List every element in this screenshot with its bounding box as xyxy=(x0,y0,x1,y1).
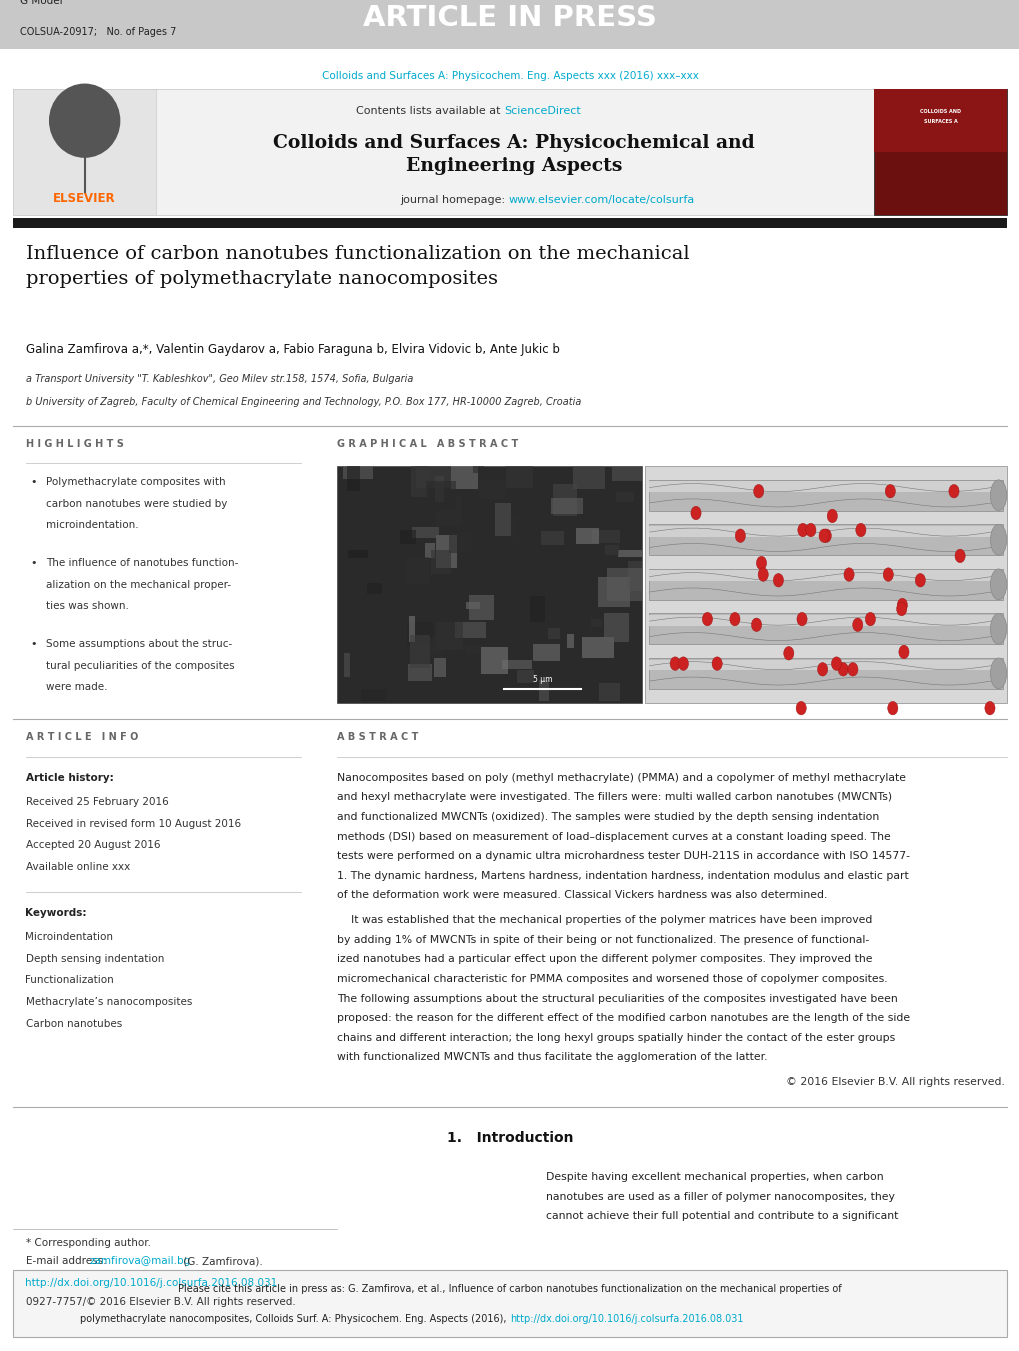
Text: of the deformation work were measured. Classical Vickers hardness was also deter: of the deformation work were measured. C… xyxy=(336,890,826,900)
Text: nanotubes are used as a filler of polymer nanocomposites, they: nanotubes are used as a filler of polyme… xyxy=(545,1192,894,1201)
Text: © 2016 Elsevier B.V. All rights reserved.: © 2016 Elsevier B.V. All rights reserved… xyxy=(785,1078,1004,1088)
Text: alization on the mechanical proper-: alization on the mechanical proper- xyxy=(46,580,230,589)
Text: micromechanical characteristic for PMMA composites and worsened those of copolym: micromechanical characteristic for PMMA … xyxy=(336,974,887,984)
Text: 5 μm: 5 μm xyxy=(532,674,551,684)
Text: The following assumptions about the structural peculiarities of the composites i: The following assumptions about the stru… xyxy=(336,994,897,1004)
Text: Please cite this article in press as: G. Zamfirova, et al., Influence of carbon : Please cite this article in press as: G.… xyxy=(178,1283,841,1294)
Text: were made.: were made. xyxy=(46,682,107,692)
Text: tural peculiarities of the composites: tural peculiarities of the composites xyxy=(46,661,234,670)
Text: The influence of nanotubes function-: The influence of nanotubes function- xyxy=(46,558,238,567)
Text: 1. The dynamic hardness, Martens hardness, indentation hardness, indentation mod: 1. The dynamic hardness, Martens hardnes… xyxy=(336,871,908,881)
Text: Depth sensing indentation: Depth sensing indentation xyxy=(25,954,164,963)
Text: Nanocomposites based on poly (methyl methacrylate) (PMMA) and a copolymer of met: Nanocomposites based on poly (methyl met… xyxy=(336,773,905,782)
Text: Functionalization: Functionalization xyxy=(25,975,114,985)
Text: www.elsevier.com/locate/colsurfa: www.elsevier.com/locate/colsurfa xyxy=(508,196,695,205)
Text: carbon nanotubes were studied by: carbon nanotubes were studied by xyxy=(46,499,227,508)
Text: G R A P H I C A L   A B S T R A C T: G R A P H I C A L A B S T R A C T xyxy=(336,439,518,449)
Text: * Corresponding author.: * Corresponding author. xyxy=(25,1238,151,1247)
Text: Despite having excellent mechanical properties, when carbon: Despite having excellent mechanical prop… xyxy=(545,1173,882,1182)
Text: Colloids and Surfaces A: Physicochem. Eng. Aspects xxx (2016) xxx–xxx: Colloids and Surfaces A: Physicochem. En… xyxy=(321,70,698,81)
Text: zamfirova@mail.bg: zamfirova@mail.bg xyxy=(90,1256,191,1266)
Text: polymethacrylate nanocomposites, Colloids Surf. A: Physicochem. Eng. Aspects (20: polymethacrylate nanocomposites, Colloid… xyxy=(81,1313,510,1324)
Text: and functionalized MWCNTs (oxidized). The samples were studied by the depth sens: and functionalized MWCNTs (oxidized). Th… xyxy=(336,812,878,821)
Text: Methacrylate’s nanocomposites: Methacrylate’s nanocomposites xyxy=(25,997,192,1006)
Text: with functionalized MWCNTs and thus facilitate the agglomeration of the latter.: with functionalized MWCNTs and thus faci… xyxy=(336,1052,766,1062)
Text: and hexyl methacrylate were investigated. The fillers were: multi walled carbon : and hexyl methacrylate were investigated… xyxy=(336,792,891,802)
Text: E-mail address:: E-mail address: xyxy=(25,1256,109,1266)
Text: Article history:: Article history: xyxy=(25,773,113,782)
Text: Colloids and Surfaces A: Physicochemical and
Engineering Aspects: Colloids and Surfaces A: Physicochemical… xyxy=(273,134,754,174)
Text: (G. Zamfirova).: (G. Zamfirova). xyxy=(179,1256,262,1266)
Text: ized nanotubes had a particular effect upon the different polymer composites. Th: ized nanotubes had a particular effect u… xyxy=(336,955,871,965)
Text: Carbon nanotubes: Carbon nanotubes xyxy=(25,1019,121,1028)
Text: by adding 1% of MWCNTs in spite of their being or not functionalized. The presen: by adding 1% of MWCNTs in spite of their… xyxy=(336,935,868,944)
Text: Influence of carbon nanotubes functionalization on the mechanical
properties of : Influence of carbon nanotubes functional… xyxy=(25,245,689,288)
Text: COLLOIDS AND: COLLOIDS AND xyxy=(919,109,960,115)
Text: ARTICLE IN PRESS: ARTICLE IN PRESS xyxy=(363,4,656,31)
Text: cannot achieve their full potential and contribute to a significant: cannot achieve their full potential and … xyxy=(545,1212,897,1221)
Text: http://dx.doi.org/10.1016/j.colsurfa.2016.08.031: http://dx.doi.org/10.1016/j.colsurfa.201… xyxy=(25,1278,277,1288)
Text: ties was shown.: ties was shown. xyxy=(46,601,128,611)
Text: microindentation.: microindentation. xyxy=(46,520,139,530)
Text: http://dx.doi.org/10.1016/j.colsurfa.2016.08.031: http://dx.doi.org/10.1016/j.colsurfa.201… xyxy=(510,1313,743,1324)
Text: Received 25 February 2016: Received 25 February 2016 xyxy=(25,797,168,807)
Text: methods (DSI) based on measurement of load–displacement curves at a constant loa: methods (DSI) based on measurement of lo… xyxy=(336,832,890,842)
Text: journal homepage:: journal homepage: xyxy=(400,196,508,205)
Text: H I G H L I G H T S: H I G H L I G H T S xyxy=(25,439,123,449)
Text: SURFACES A: SURFACES A xyxy=(922,119,957,124)
Text: •: • xyxy=(31,639,37,648)
Text: •: • xyxy=(31,558,37,567)
Text: Some assumptions about the struc-: Some assumptions about the struc- xyxy=(46,639,232,648)
Text: •: • xyxy=(31,477,37,486)
Text: 0927-7757/© 2016 Elsevier B.V. All rights reserved.: 0927-7757/© 2016 Elsevier B.V. All right… xyxy=(25,1297,294,1306)
Text: A B S T R A C T: A B S T R A C T xyxy=(336,732,418,742)
Text: proposed: the reason for the different effect of the modified carbon nanotubes a: proposed: the reason for the different e… xyxy=(336,1013,909,1023)
Text: Contents lists available at: Contents lists available at xyxy=(356,105,503,116)
Text: b University of Zagreb, Faculty of Chemical Engineering and Technology, P.O. Box: b University of Zagreb, Faculty of Chemi… xyxy=(25,397,580,407)
Text: ScienceDirect: ScienceDirect xyxy=(503,105,580,116)
Text: tests were performed on a dynamic ultra microhardness tester DUH-211S in accorda: tests were performed on a dynamic ultra … xyxy=(336,851,909,861)
Text: a Transport University "T. Kableshkov", Geo Milev str.158, 1574, Sofia, Bulgaria: a Transport University "T. Kableshkov", … xyxy=(25,374,413,384)
Text: chains and different interaction; the long hexyl groups spatially hinder the con: chains and different interaction; the lo… xyxy=(336,1034,894,1043)
Text: Galina Zamfirova a,*, Valentin Gaydarov a, Fabio Faraguna b, Elvira Vidovic b, A: Galina Zamfirova a,*, Valentin Gaydarov … xyxy=(25,343,558,357)
Text: ELSEVIER: ELSEVIER xyxy=(53,192,116,205)
Text: COLSUA-20917;   No. of Pages 7: COLSUA-20917; No. of Pages 7 xyxy=(20,27,176,38)
Text: Microindentation: Microindentation xyxy=(25,932,113,942)
Text: Received in revised form 10 August 2016: Received in revised form 10 August 2016 xyxy=(25,819,240,828)
Text: A R T I C L E   I N F O: A R T I C L E I N F O xyxy=(25,732,138,742)
Text: Accepted 20 August 2016: Accepted 20 August 2016 xyxy=(25,840,160,850)
Text: 1.   Introduction: 1. Introduction xyxy=(446,1132,573,1146)
Text: Available online xxx: Available online xxx xyxy=(25,862,129,871)
Text: Keywords:: Keywords: xyxy=(25,908,87,917)
Text: Polymethacrylate composites with: Polymethacrylate composites with xyxy=(46,477,225,486)
Text: It was established that the mechanical properties of the polymer matrices have b: It was established that the mechanical p… xyxy=(336,916,871,925)
Text: G Model: G Model xyxy=(20,0,63,7)
